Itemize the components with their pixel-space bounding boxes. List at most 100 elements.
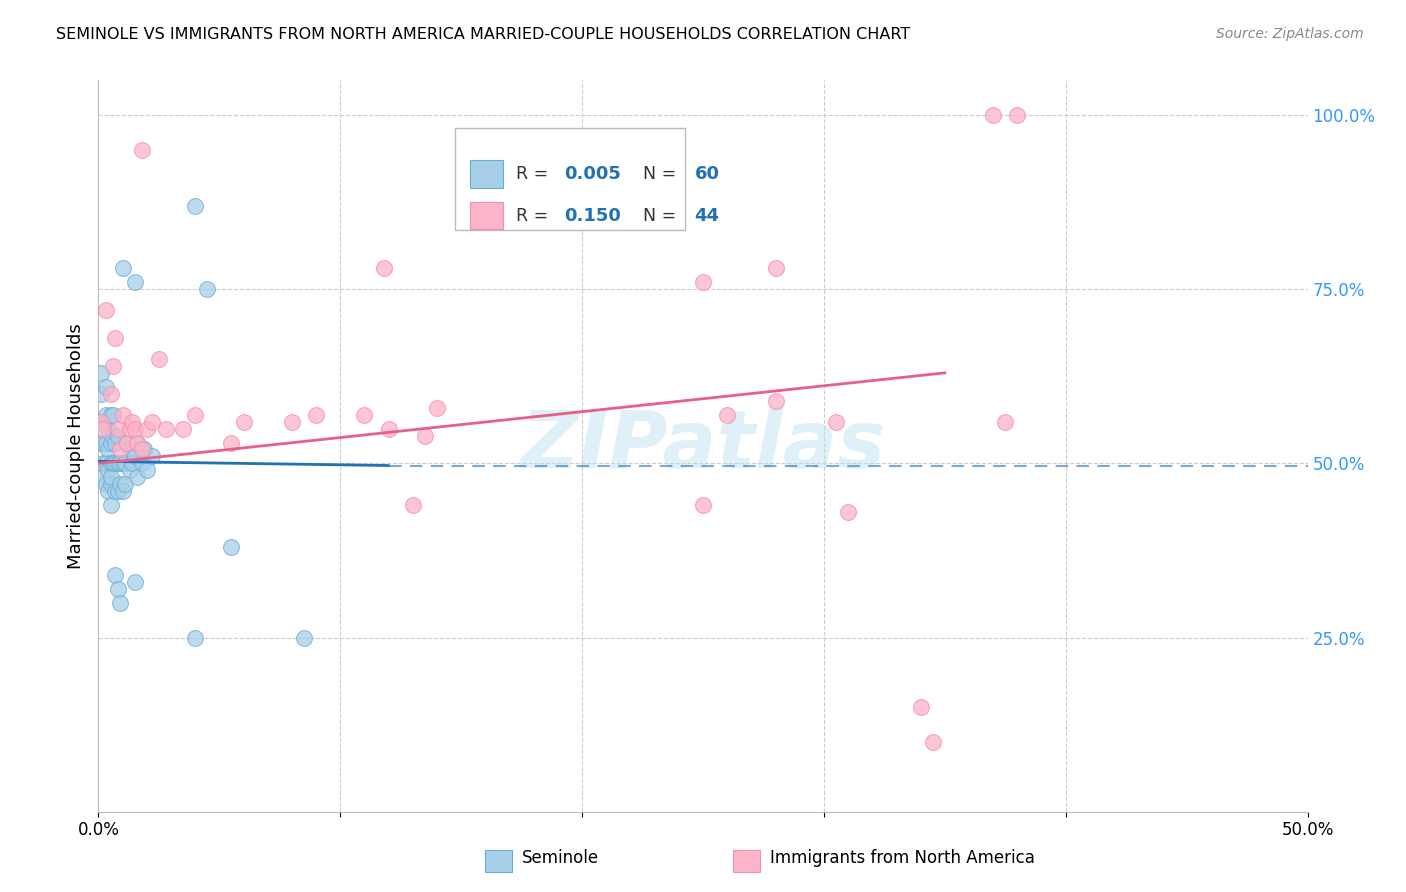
Point [127, 435, 149, 450]
Text: Source: ZipAtlas.com: Source: ZipAtlas.com [1216, 27, 1364, 41]
Text: Immigrants from North America: Immigrants from North America [769, 849, 1035, 867]
Point [100, 477, 122, 491]
Point [716, 408, 738, 422]
Point [377, 421, 399, 435]
Point [117, 435, 139, 450]
Point [134, 442, 156, 457]
Point [107, 484, 129, 499]
Point [692, 498, 714, 512]
Point [107, 457, 129, 471]
Bar [456, 128, 685, 230]
Text: 0.005: 0.005 [564, 165, 621, 183]
Point [124, 421, 146, 435]
Point [111, 408, 134, 422]
Point [94, 380, 117, 394]
Point [91, 421, 114, 435]
Point [373, 261, 395, 276]
Point [232, 415, 254, 429]
Point [765, 261, 787, 276]
Point [353, 408, 375, 422]
Point [426, 401, 449, 415]
Point [1007, 108, 1029, 122]
Point [292, 631, 315, 645]
Point [94, 457, 117, 471]
Point [117, 435, 139, 450]
Point [281, 415, 304, 429]
Point [131, 442, 153, 457]
Point [100, 408, 122, 422]
Point [90, 435, 112, 450]
Point [97, 421, 120, 435]
Point [94, 435, 117, 450]
Point [97, 484, 120, 499]
Text: R =: R = [516, 165, 554, 183]
Point [100, 386, 122, 401]
Point [221, 435, 243, 450]
Point [107, 582, 129, 596]
Point [131, 143, 153, 157]
Text: Seminole: Seminole [522, 849, 599, 867]
Point [91, 415, 114, 429]
Bar [734, 850, 759, 872]
Point [101, 408, 124, 422]
Text: N =: N = [643, 165, 682, 183]
Point [994, 415, 1017, 429]
Point [127, 470, 149, 484]
Text: 0.150: 0.150 [564, 207, 621, 225]
Bar [470, 160, 503, 188]
Point [111, 484, 134, 499]
Point [172, 421, 194, 435]
Point [118, 421, 141, 435]
Point [910, 700, 932, 714]
Point [692, 275, 714, 289]
Point [148, 351, 170, 366]
Point [90, 386, 112, 401]
Point [107, 421, 129, 435]
Point [825, 415, 848, 429]
Point [100, 457, 122, 471]
Bar [470, 202, 503, 229]
Point [97, 442, 120, 457]
Point [94, 303, 117, 318]
Point [124, 574, 146, 589]
Point [155, 421, 177, 435]
Point [135, 463, 157, 477]
Text: 44: 44 [695, 207, 720, 225]
Point [94, 408, 117, 422]
Point [104, 331, 127, 345]
Point [101, 428, 124, 442]
Point [108, 457, 131, 471]
Point [100, 470, 122, 484]
Point [90, 415, 112, 429]
Point [124, 450, 146, 464]
Point [104, 567, 127, 582]
Point [402, 498, 425, 512]
Point [195, 282, 218, 296]
Point [124, 275, 146, 289]
Point [765, 393, 787, 408]
Text: ZIPatlas: ZIPatlas [520, 407, 886, 485]
Text: SEMINOLE VS IMMIGRANTS FROM NORTH AMERICA MARRIED-COUPLE HOUSEHOLDS CORRELATION : SEMINOLE VS IMMIGRANTS FROM NORTH AMERIC… [56, 27, 911, 42]
Point [184, 199, 207, 213]
Point [114, 457, 136, 471]
Y-axis label: Married-couple Households: Married-couple Households [66, 323, 84, 569]
Point [121, 415, 143, 429]
Point [131, 457, 153, 471]
Text: 60: 60 [695, 165, 720, 183]
Point [101, 359, 124, 373]
Point [135, 421, 157, 435]
Point [104, 484, 127, 499]
Point [91, 457, 114, 471]
Point [114, 477, 136, 491]
Point [127, 435, 149, 450]
Point [141, 415, 163, 429]
Point [413, 428, 436, 442]
Point [90, 366, 112, 380]
Bar [485, 850, 512, 872]
Point [100, 498, 122, 512]
Point [107, 428, 129, 442]
Point [108, 596, 131, 610]
Point [90, 415, 112, 429]
Point [118, 442, 141, 457]
Point [97, 463, 120, 477]
